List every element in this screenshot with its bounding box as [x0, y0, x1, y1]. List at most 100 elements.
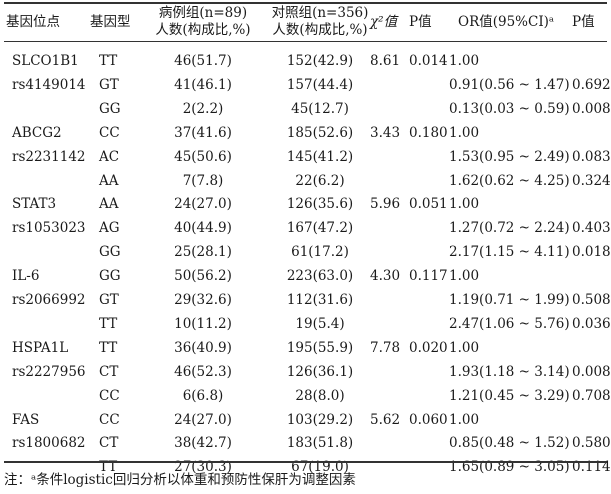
gene-snp: rs2231142	[12, 148, 86, 165]
case-count-cell: 25(28.1)	[174, 244, 232, 261]
table-bottom-rule	[4, 461, 607, 463]
or-p-cell: 0.036	[572, 315, 611, 332]
case-count-cell: 24(27.0)	[174, 196, 232, 213]
header-genotype: 基因型	[90, 14, 131, 30]
or-ci-cell: 1.53(0.95 ~ 2.49)	[449, 148, 570, 165]
control-count-cell: 195(55.9)	[286, 339, 354, 356]
chi2-value: 5.62	[370, 411, 401, 428]
or-p-cell: 0.008	[572, 100, 611, 117]
case-count-cell: 50(56.2)	[174, 268, 232, 285]
control-count-cell: 28(8.0)	[295, 387, 345, 404]
control-count-cell: 185(52.6)	[286, 124, 354, 141]
or-ci-cell: 0.91(0.56 ~ 1.47)	[449, 76, 570, 93]
case-count-cell: 46(51.7)	[174, 53, 232, 69]
chi2-p-value: 0.117	[409, 268, 448, 285]
gene-name: HSPA1L	[12, 339, 69, 356]
control-count-cell: 19(5.4)	[295, 315, 345, 332]
or-p-cell: 0.403	[572, 220, 611, 237]
case-count-cell: 37(41.6)	[174, 124, 232, 141]
table-top-rule	[4, 2, 607, 4]
gene-name: STAT3	[12, 196, 57, 213]
control-count-cell: 183(51.8)	[286, 435, 354, 452]
genotype-cell: AG	[99, 220, 120, 237]
or-ci-cell: 1.27(0.72 ~ 2.24)	[449, 220, 570, 237]
control-count-cell: 45(12.7)	[291, 100, 349, 117]
case-count-cell: 29(32.6)	[174, 292, 232, 308]
control-count-cell: 67(19.0)	[291, 459, 349, 476]
or-p-cell: 0.692	[572, 76, 611, 93]
genotype-cell: TT	[99, 459, 118, 476]
or-p-cell: 0.083	[572, 148, 611, 165]
header-control: 对照组(n=356) 人数(构成比,%)	[262, 5, 378, 39]
genotype-cell: AC	[99, 148, 120, 165]
control-count-cell: 157(44.4)	[286, 76, 354, 93]
genotype-cell: CC	[99, 387, 120, 404]
or-ci-cell: 1.00	[449, 124, 480, 141]
control-count-cell: 126(35.6)	[286, 196, 354, 213]
chi2-p-value: 0.014	[409, 53, 448, 69]
genotype-cell: CT	[99, 363, 119, 380]
or-p-cell: 0.580	[572, 435, 611, 452]
gene-snp: rs2227956	[12, 363, 86, 380]
genotype-cell: GT	[99, 76, 119, 93]
gene-name: SLCO1B1	[12, 53, 79, 69]
header-case-line2: 人数(构成比,%)	[155, 22, 251, 38]
header-chi2: χ²值	[370, 14, 398, 30]
genotype-cell: GG	[99, 100, 121, 117]
genotype-cell: CC	[99, 124, 120, 141]
header-p1: P值	[409, 14, 432, 30]
or-p-cell: 0.324	[572, 172, 611, 189]
chi2-p-value: 0.051	[409, 196, 448, 213]
header-locus: 基因位点	[6, 14, 60, 30]
chi2-value: 8.61	[370, 53, 401, 69]
or-ci-cell: 1.62(0.62 ~ 4.25)	[449, 172, 570, 189]
genotype-cell: GG	[99, 244, 121, 261]
control-count-cell: 145(41.2)	[286, 148, 354, 165]
control-count-cell: 126(36.1)	[286, 363, 354, 380]
control-count-cell: 61(17.2)	[291, 244, 349, 261]
or-ci-cell: 1.00	[449, 411, 480, 428]
or-p-cell: 0.018	[572, 244, 611, 261]
header-case-line1: 病例组(n=89)	[158, 5, 248, 21]
chi2-value: 7.78	[370, 339, 401, 356]
gene-snp: rs2066992	[12, 292, 86, 308]
case-count-cell: 2(2.2)	[182, 100, 224, 117]
gene-snp: rs4149014	[12, 76, 86, 93]
genotype-cell: TT	[99, 53, 118, 69]
chi2-value: 4.30	[370, 268, 401, 285]
or-ci-cell: 1.00	[449, 339, 480, 356]
case-count-cell: 6(6.8)	[182, 387, 224, 404]
genotype-cell: CC	[99, 411, 120, 428]
header-case: 病例组(n=89) 人数(构成比,%)	[144, 5, 262, 39]
or-p-cell: 0.114	[572, 459, 611, 476]
or-ci-cell: 2.47(1.06 ~ 5.76)	[449, 315, 570, 332]
chi2-value: 3.43	[370, 124, 401, 141]
or-ci-cell: 1.21(0.45 ~ 3.29)	[449, 387, 570, 404]
or-ci-cell: 1.00	[449, 268, 480, 285]
chi2-p-value: 0.180	[409, 124, 448, 141]
table-footnote: 注：ᵃ条件logistic回归分析以体重和预防性保肝为调整因素	[4, 472, 356, 488]
case-count-cell: 10(11.2)	[174, 315, 232, 332]
gene-name: IL-6	[12, 268, 40, 285]
control-count-cell: 22(6.2)	[295, 172, 345, 189]
control-count-cell: 152(42.9)	[286, 53, 354, 69]
chi2-p-value: 0.060	[409, 411, 448, 428]
case-count-cell: 41(46.1)	[174, 76, 232, 93]
genotype-cell: AA	[99, 196, 119, 213]
genotype-cell: TT	[99, 339, 118, 356]
genotype-cell: AA	[99, 172, 119, 189]
or-ci-cell: 1.93(1.18 ~ 3.14)	[449, 363, 570, 380]
case-count-cell: 24(27.0)	[174, 411, 232, 428]
or-ci-cell: 0.13(0.03 ~ 0.59)	[449, 100, 570, 117]
or-ci-cell: 2.17(1.15 ~ 4.11)	[449, 244, 570, 261]
or-ci-cell: 1.19(0.71 ~ 1.99)	[449, 292, 570, 308]
gene-snp: rs1800682	[12, 435, 86, 452]
header-or: OR值(95%CI)ᵃ	[458, 14, 555, 30]
genotype-cell: GG	[99, 268, 121, 285]
header-control-line1: 对照组(n=356)	[271, 5, 369, 21]
control-count-cell: 223(63.0)	[286, 268, 354, 285]
or-ci-cell: 1.65(0.89 ~ 3.05)	[449, 459, 570, 476]
gene-name: ABCG2	[12, 124, 62, 141]
header-control-line2: 人数(构成比,%)	[272, 22, 368, 38]
gene-name: FAS	[12, 411, 40, 428]
